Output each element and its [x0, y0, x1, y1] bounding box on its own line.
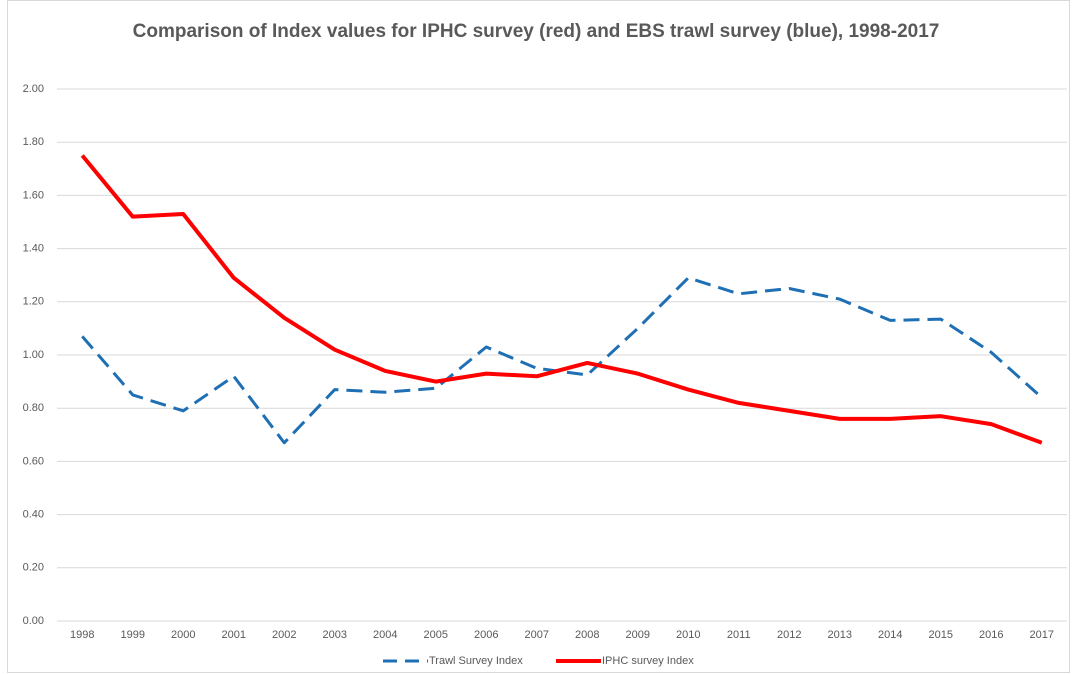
series-line: [80, 154, 1043, 445]
x-tick-label: 2015: [929, 629, 953, 641]
y-tick-label: 0.60: [23, 455, 44, 467]
x-tick-label: 2013: [828, 629, 852, 641]
x-tick-label: 2003: [323, 629, 347, 641]
y-tick-label: 0.20: [23, 562, 44, 574]
x-tick-label: 2004: [373, 629, 397, 641]
y-tick-label: 1.20: [23, 296, 44, 308]
x-tick-label: 2006: [474, 629, 498, 641]
x-tick-label: 2000: [171, 629, 195, 641]
x-tick-label: 2017: [1030, 629, 1054, 641]
legend-label: Trawl Survey Index: [429, 655, 523, 667]
legend-label: IPHC survey Index: [602, 655, 694, 667]
chart-border: [7, 0, 1070, 673]
x-tick-label: 2007: [525, 629, 549, 641]
y-tick-label: 1.60: [23, 189, 44, 201]
x-tick-label: 2012: [777, 629, 801, 641]
x-tick-label: 2014: [878, 629, 902, 641]
x-tick-label: 1999: [121, 629, 145, 641]
y-tick-label: 0.00: [23, 615, 44, 627]
y-tick-label: 2.00: [23, 83, 44, 95]
y-tick-label: 1.40: [23, 243, 44, 255]
series-line: [81, 276, 1043, 445]
x-tick-label: 2009: [626, 629, 650, 641]
x-tick-label: 2008: [575, 629, 599, 641]
x-tick-label: 2001: [222, 629, 246, 641]
chart-title: Comparison of Index values for IPHC surv…: [132, 21, 940, 42]
x-tick-label: 2002: [272, 629, 296, 641]
y-tick-label: 0.40: [23, 509, 44, 521]
x-tick-label: 2011: [727, 629, 751, 641]
x-tick-label: 2016: [979, 629, 1003, 641]
y-tick-label: 1.80: [23, 136, 44, 148]
y-tick-label: 1.00: [23, 349, 44, 361]
x-tick-label: 2010: [676, 629, 700, 641]
x-tick-label: 1998: [70, 629, 94, 641]
x-tick-label: 2005: [424, 629, 448, 641]
y-tick-label: 0.80: [23, 402, 44, 414]
